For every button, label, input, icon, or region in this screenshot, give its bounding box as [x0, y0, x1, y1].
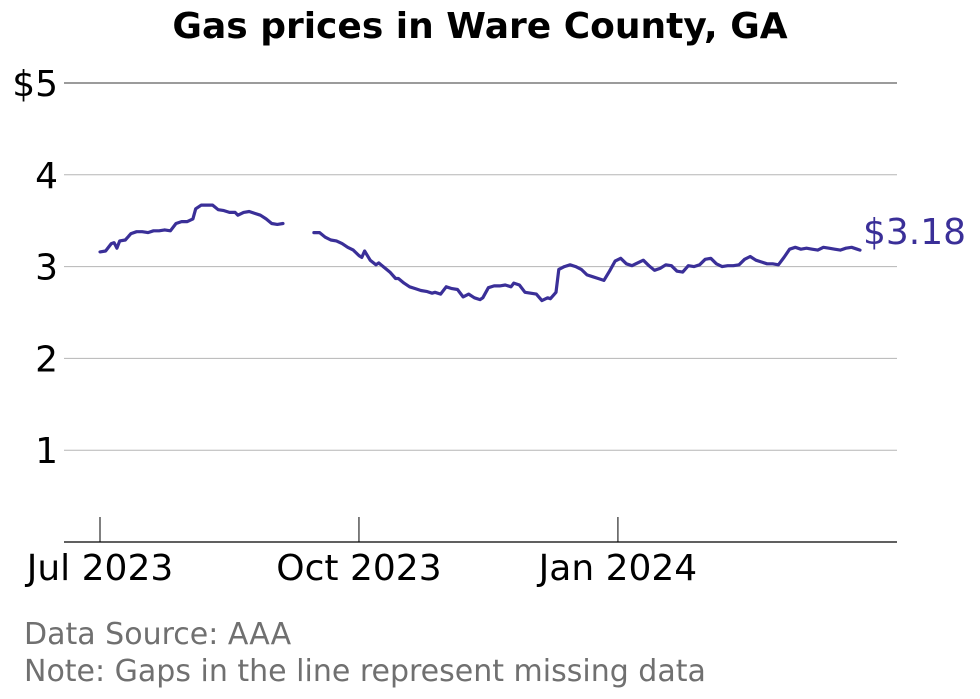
y-tick-label: 2 [35, 339, 58, 380]
x-tick-label: Jan 2024 [537, 548, 698, 589]
latest-price-label: $3.18 [863, 212, 966, 253]
gridlines [64, 82, 897, 451]
y-tick-label: $5 [12, 64, 58, 105]
price-line [98, 203, 862, 303]
gas-price-chart: Gas prices in Ware County, GA $5 4 3 2 1 Jul… [12, 6, 966, 589]
y-tick-label: 1 [35, 431, 58, 472]
chart-title: Gas prices in Ware County, GA [172, 6, 787, 47]
y-tick-label: 4 [35, 156, 58, 197]
y-axis-tick-labels: $5 4 3 2 1 [12, 64, 58, 472]
x-tick-label: Oct 2023 [276, 548, 441, 589]
x-tick-label: Jul 2023 [25, 548, 174, 589]
y-tick-label: 3 [35, 248, 58, 289]
x-axis-ticks: Jul 2023 Oct 2023 Jan 2024 [25, 517, 697, 589]
data-source-note: Data Source: AAA [24, 617, 292, 652]
missing-data-note: Note: Gaps in the line represent missing… [24, 654, 706, 689]
price-line-segment-1 [98, 203, 285, 254]
price-line-segment-2 [312, 231, 862, 303]
